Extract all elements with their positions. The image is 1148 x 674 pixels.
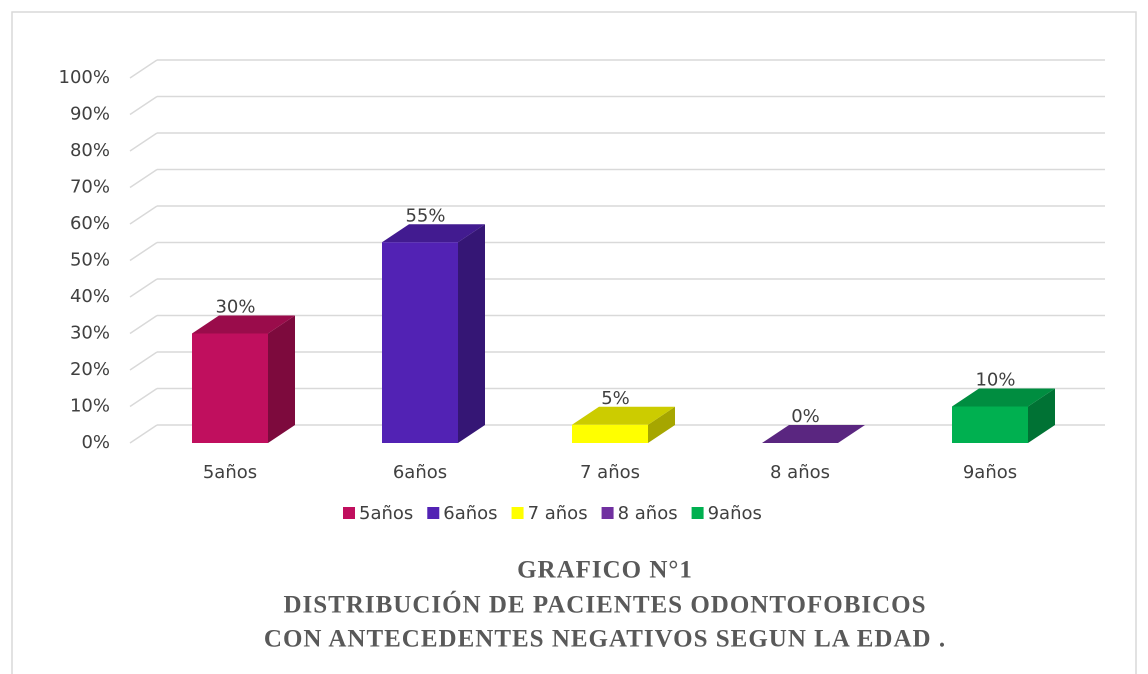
- grid-line: [129, 205, 158, 225]
- bar-top: [192, 315, 295, 334]
- bar-top: [952, 388, 1055, 407]
- legend-label: 8 años: [618, 503, 678, 524]
- legend-label: 5años: [359, 503, 413, 524]
- legend-label: 7 años: [528, 503, 588, 524]
- legend-swatch: [343, 507, 355, 519]
- legend-swatch: [427, 507, 440, 519]
- x-tick-label: 8 años: [770, 462, 830, 483]
- grid-line: [129, 59, 158, 79]
- y-tick-label: 60%: [70, 213, 110, 234]
- y-tick-label: 100%: [59, 67, 110, 88]
- grid-line: [129, 132, 158, 152]
- grid-line: [129, 351, 158, 371]
- data-label: 0%: [791, 406, 820, 427]
- chart-title: CON ANTECEDENTES NEGATIVOS SEGUN LA EDAD…: [264, 626, 946, 653]
- grid-line: [129, 241, 158, 262]
- chart-title: GRAFICO N°1: [517, 557, 693, 584]
- chart-title: DISTRIBUCIÓN DE PACIENTES ODONTOFOBICOS: [283, 591, 926, 619]
- bar-side: [1028, 388, 1055, 443]
- grid-line: [129, 95, 158, 116]
- chart-border: [11, 11, 1137, 674]
- y-tick-label: 50%: [70, 250, 110, 271]
- grid-line: [129, 387, 158, 408]
- bar-side: [458, 224, 485, 443]
- legend-swatch: [601, 507, 614, 519]
- data-label: 5%: [601, 388, 630, 409]
- grid-line: [129, 168, 158, 189]
- y-tick-label: 30%: [70, 323, 110, 344]
- y-tick-label: 90%: [70, 104, 110, 125]
- grid-line: [129, 314, 158, 335]
- grid-line: [129, 278, 158, 298]
- legend-swatch: [691, 507, 704, 519]
- x-tick-label: 7 años: [580, 462, 640, 483]
- y-tick-label: 40%: [70, 286, 110, 307]
- bar-side: [648, 406, 675, 443]
- data-label: 55%: [405, 205, 445, 226]
- x-tick-label: 9años: [963, 462, 1017, 483]
- bar: [572, 424, 648, 443]
- x-tick-label: 5años: [203, 462, 257, 483]
- grid-line: [129, 424, 158, 444]
- data-label: 10%: [975, 370, 1015, 391]
- y-tick-label: 10%: [70, 396, 110, 417]
- bar-side: [268, 315, 295, 443]
- bar: [382, 242, 458, 443]
- legend-swatch: [511, 507, 524, 519]
- bar: [192, 333, 268, 443]
- y-tick-label: 70%: [70, 177, 110, 198]
- bar-top: [762, 425, 865, 443]
- y-tick-label: 20%: [70, 359, 110, 380]
- legend-label: 9años: [708, 503, 762, 524]
- bar-top: [382, 224, 485, 243]
- bar-top: [572, 406, 675, 425]
- bar: [952, 406, 1028, 443]
- y-tick-label: 0%: [81, 432, 110, 453]
- x-tick-label: 6años: [393, 462, 447, 483]
- data-label: 30%: [215, 297, 255, 318]
- y-tick-label: 80%: [70, 140, 110, 161]
- legend-label: 6años: [443, 503, 497, 524]
